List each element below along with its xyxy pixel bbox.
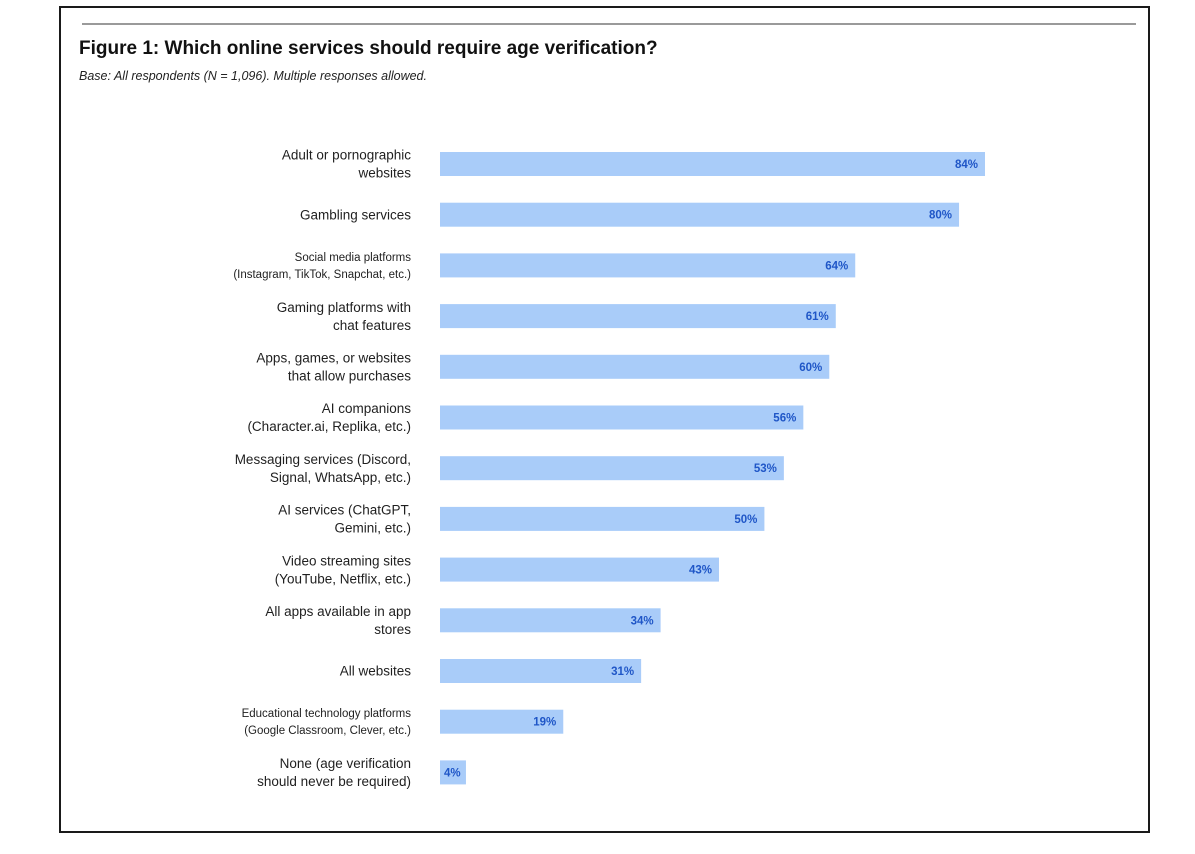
bar — [440, 659, 642, 683]
category-label: None (age verification should never be re… — [257, 756, 411, 789]
chart-subtitle: Base: All respondents (N = 1,096). Multi… — [79, 69, 427, 83]
category-label: All apps available in app stores — [265, 604, 411, 637]
category-label: Apps, games, or websites that allow purch… — [256, 351, 411, 384]
category-label: Video streaming sites (YouTube, Netflix, … — [275, 553, 412, 586]
bar — [440, 152, 985, 176]
category-label: AI services (ChatGPT, Gemini, etc.) — [278, 503, 411, 536]
category-label: All websites — [340, 664, 412, 679]
category-label: Messaging services (Discord, Signal, What… — [235, 452, 411, 485]
category-label: Educational technology platforms (Google … — [242, 708, 412, 737]
category-label: Adult or pornographic websites — [282, 148, 411, 181]
value-label: 31% — [611, 666, 634, 678]
bar — [440, 304, 836, 329]
bar — [440, 709, 564, 734]
bar — [440, 253, 856, 278]
bar — [440, 506, 765, 531]
category-label: Social media platforms (Instagram, TikTok… — [233, 252, 411, 281]
value-label: 53% — [754, 463, 777, 475]
bar — [440, 760, 466, 785]
value-label: 61% — [806, 311, 829, 323]
value-label: 4% — [444, 767, 461, 779]
top-rule — [82, 23, 1136, 25]
category-label: Gaming platforms with chat features — [277, 300, 412, 333]
value-label: 43% — [689, 565, 712, 577]
value-label: 56% — [773, 413, 796, 425]
chart-title: Figure 1: Which online services should r… — [79, 38, 658, 59]
bar — [440, 202, 960, 227]
value-label: 19% — [533, 717, 556, 729]
value-label: 60% — [799, 362, 822, 374]
category-label: AI companions (Character.ai, Replika, etc… — [247, 401, 411, 434]
bar — [440, 354, 830, 379]
value-label: 34% — [631, 615, 654, 627]
bar — [440, 608, 661, 633]
category-label: Gambling services — [300, 207, 411, 222]
bar — [440, 557, 719, 582]
bar — [440, 405, 804, 430]
value-label: 50% — [734, 514, 757, 526]
value-label: 84% — [955, 159, 978, 171]
value-label: 64% — [825, 260, 848, 272]
value-label: 80% — [929, 210, 952, 222]
bar — [440, 456, 784, 481]
